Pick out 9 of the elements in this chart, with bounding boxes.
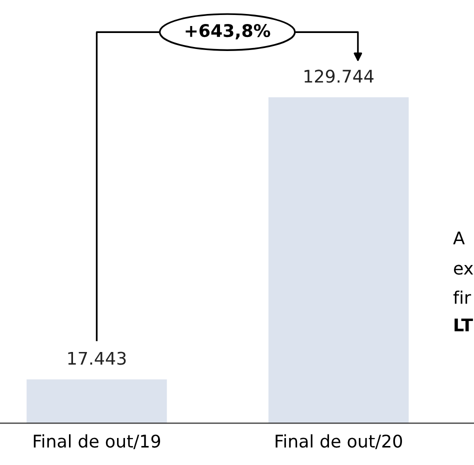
x-tick-label: Final de out/19 — [34, 434, 160, 450]
data-label: 129.744 — [304, 70, 374, 83]
x-tick-label: Final de out/20 — [276, 434, 402, 450]
annotation: LT — [454, 318, 473, 332]
annotation: fir — [453, 290, 472, 304]
annotation: ex — [454, 264, 474, 275]
text: +643,8% — [186, 24, 270, 40]
data-label: 17.443 — [68, 352, 126, 365]
annotation: A — [453, 232, 465, 244]
